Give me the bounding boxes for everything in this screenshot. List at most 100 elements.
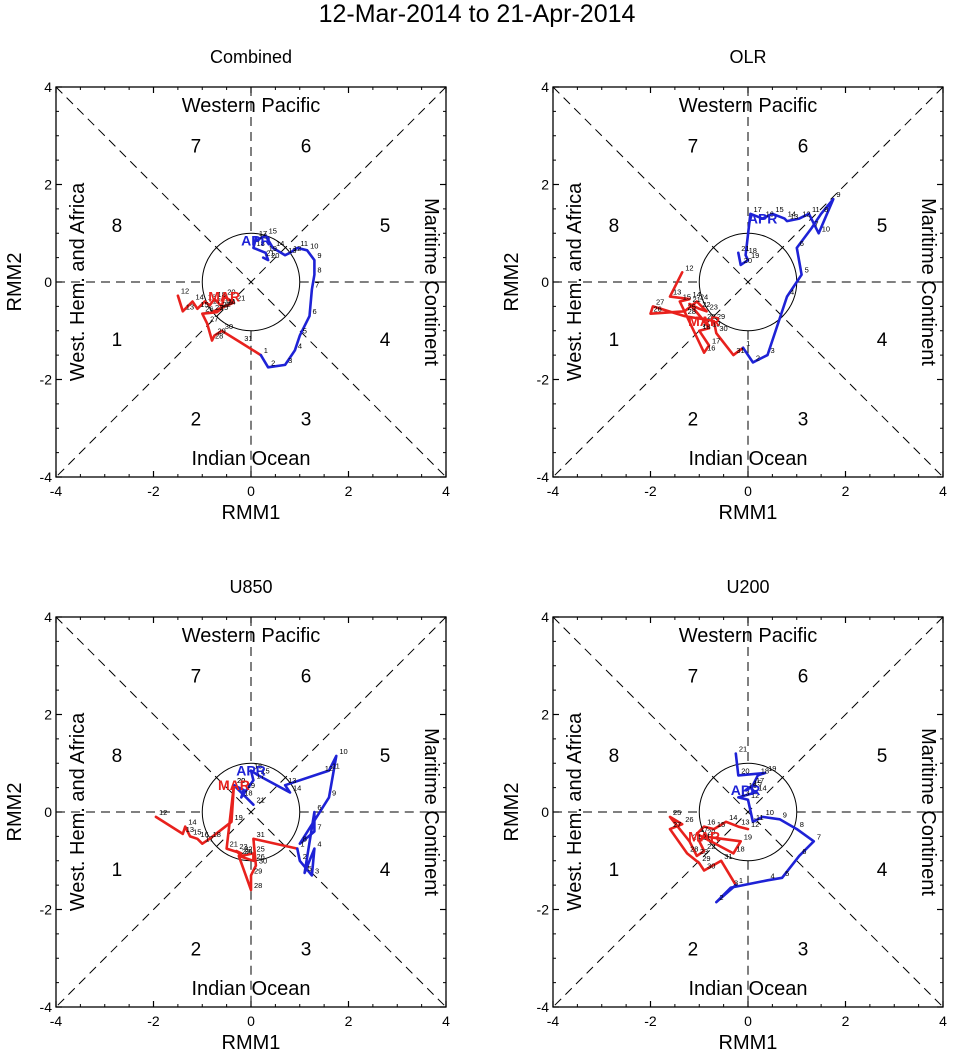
- x-axis-label: RMM1: [222, 1032, 281, 1054]
- phase-label-2: 2: [688, 410, 699, 431]
- x-tick-label: 4: [939, 1013, 947, 1029]
- trajectory-mar: [668, 815, 750, 887]
- y-tick-label: -4: [40, 999, 53, 1015]
- day-label: 19: [269, 244, 277, 253]
- day-label: 28: [690, 844, 698, 853]
- month-label-apr: APR: [241, 233, 271, 249]
- x-tick-label: 0: [744, 483, 752, 499]
- day-label: 5: [785, 869, 789, 878]
- day-label: 23: [239, 842, 247, 851]
- day-label: 19: [751, 251, 759, 260]
- day-label: 29: [217, 327, 225, 336]
- main-title: 12-Mar-2014 to 21-Apr-2014: [318, 0, 636, 28]
- day-label: 20: [237, 776, 245, 785]
- amplitude-circle: [201, 232, 301, 332]
- day-label: 14: [188, 818, 196, 827]
- day-label: 12: [159, 808, 167, 817]
- phase-label-5: 5: [877, 746, 888, 767]
- day-label: 17: [205, 835, 213, 844]
- diagonal-line: [552, 86, 944, 478]
- day-label: 21: [741, 244, 749, 253]
- day-label: 25: [688, 302, 696, 311]
- panel-title: Combined: [210, 47, 292, 67]
- day-label: 13: [673, 288, 681, 297]
- month-label-apr: APR: [731, 782, 761, 798]
- day-label: 21: [266, 249, 274, 258]
- month-label-apr: APR: [236, 763, 266, 779]
- y-tick-label: 4: [44, 79, 52, 95]
- day-label: 13: [741, 818, 749, 827]
- day-label: 2: [303, 852, 307, 861]
- day-label: 9: [332, 788, 336, 797]
- y-tick-label: 4: [541, 609, 549, 625]
- day-label: 31: [244, 334, 252, 343]
- day-label: 13: [741, 788, 749, 797]
- day-label: 14: [729, 813, 737, 822]
- day-label: 21: [256, 796, 264, 805]
- x-tick-label: 0: [744, 1013, 752, 1029]
- y-tick-label: -2: [40, 902, 53, 918]
- month-label-apr: APR: [748, 211, 778, 227]
- phase-label-1: 1: [609, 330, 620, 351]
- day-label: 18: [213, 830, 221, 839]
- day-label: 8: [317, 266, 321, 275]
- day-label: 15: [200, 300, 208, 309]
- day-label: 13: [186, 825, 194, 834]
- phase-label-5: 5: [877, 216, 888, 237]
- day-label: 24: [693, 832, 701, 841]
- day-label: 13: [790, 212, 798, 221]
- day-label: 11: [812, 205, 820, 214]
- day-label: 10: [766, 808, 774, 817]
- amplitude-circle: [698, 762, 798, 862]
- day-label: 31: [724, 852, 732, 861]
- day-label: 28: [254, 881, 262, 890]
- day-label: 15: [775, 205, 783, 214]
- day-label: 22: [244, 844, 252, 853]
- day-label: 3: [771, 346, 775, 355]
- day-label: 29: [254, 866, 262, 875]
- phase-label-3: 3: [798, 940, 809, 961]
- day-label: 18: [256, 239, 264, 248]
- y-tick-label: -2: [40, 372, 53, 388]
- day-label: 3: [315, 866, 319, 875]
- region-label-left: West. Hem. and Africa: [67, 712, 89, 911]
- region-label-bottom: Indian Ocean: [192, 978, 311, 1000]
- day-label: 17: [256, 771, 264, 780]
- phase-label-1: 1: [609, 860, 620, 881]
- day-label: 25: [256, 844, 264, 853]
- region-label-top: Western Pacific: [182, 95, 321, 117]
- day-label: 5: [303, 327, 307, 336]
- region-label-right: Maritime Continent: [420, 198, 442, 366]
- day-label: 27: [673, 820, 681, 829]
- day-label: 4: [771, 871, 775, 880]
- day-label: 16: [208, 293, 216, 302]
- day-label: 15: [683, 293, 691, 302]
- day-label: 4: [317, 840, 321, 849]
- y-tick-label: -2: [537, 372, 550, 388]
- day-label: 21: [693, 295, 701, 304]
- y-tick-label: 2: [44, 707, 52, 723]
- region-label-bottom: Indian Ocean: [689, 978, 808, 1000]
- x-tick-label: -2: [147, 1013, 160, 1029]
- day-label: 18: [736, 844, 744, 853]
- day-label: 22: [222, 300, 230, 309]
- trajectory-apr: [715, 752, 816, 904]
- x-tick-label: -4: [50, 483, 63, 499]
- region-label-bottom: Indian Ocean: [689, 448, 808, 470]
- day-label: 11: [300, 239, 308, 248]
- day-label: 30: [707, 862, 715, 871]
- day-label: 16: [707, 344, 715, 353]
- day-label: 28: [688, 307, 696, 316]
- day-label: 14: [693, 290, 701, 299]
- day-label: 29: [717, 312, 725, 321]
- day-label: 16: [200, 830, 208, 839]
- x-tick-label: 2: [842, 483, 850, 499]
- day-label: 27: [210, 314, 218, 323]
- day-label: 30: [225, 322, 233, 331]
- phase-label-7: 7: [688, 667, 699, 688]
- day-label: 6: [317, 803, 321, 812]
- day-label: 12: [751, 791, 759, 800]
- day-label: 31: [736, 346, 744, 355]
